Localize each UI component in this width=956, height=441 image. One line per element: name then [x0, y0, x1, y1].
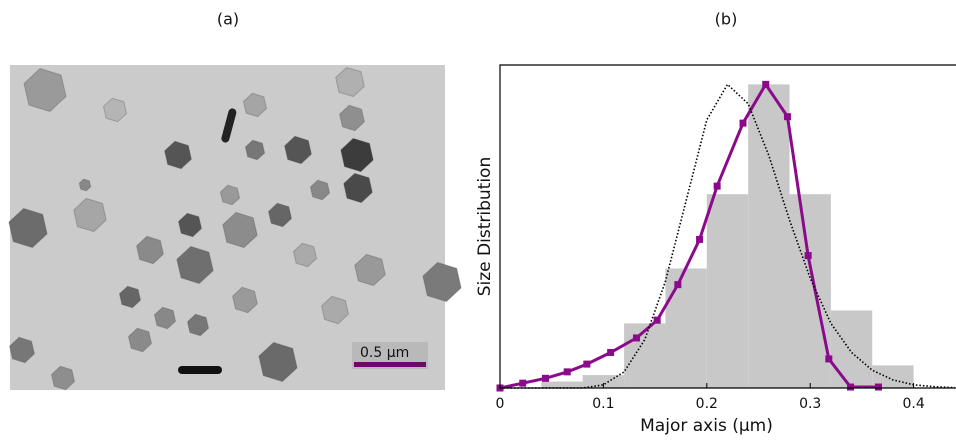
- plot: 0 0.1 0.2 0.3 0.4 Major axis (µm) Size Distrib…: [475, 65, 956, 436]
- marker: [542, 375, 549, 382]
- x-tick-label: 0.3: [799, 396, 821, 412]
- histogram-bar: [624, 323, 665, 388]
- panel-label: (b): [715, 10, 738, 29]
- histogram-bar: [790, 194, 831, 388]
- x-tick-label: 0.1: [592, 396, 614, 412]
- marker: [805, 252, 812, 259]
- x-tick-label: 0.4: [902, 396, 924, 412]
- marker: [564, 368, 571, 375]
- scale-bar-label: 0.5 µm: [360, 345, 409, 361]
- y-axis-label: Size Distribution: [475, 157, 495, 296]
- marker: [654, 317, 661, 324]
- marker: [583, 361, 590, 368]
- x-axis-label: Major axis (µm): [640, 416, 773, 436]
- marker: [696, 236, 703, 243]
- marker: [847, 384, 854, 391]
- marker: [825, 355, 832, 362]
- marker: [875, 384, 882, 391]
- marker: [674, 281, 681, 288]
- histogram-bar: [831, 310, 872, 388]
- panel-label: (a): [217, 10, 239, 29]
- marker: [519, 380, 526, 387]
- scale-bar: [354, 362, 426, 367]
- marker: [739, 120, 746, 127]
- figure: (a) (b) 0.5 µm 0 0.1 0.2 0.3 0.4 Major axis (…: [0, 0, 956, 437]
- marker: [762, 81, 769, 88]
- histogram-bar: [707, 194, 748, 388]
- rod: [178, 366, 222, 374]
- x-tick-label: 0.2: [696, 396, 718, 412]
- marker: [633, 334, 640, 341]
- marker: [784, 113, 791, 120]
- histogram-bar: [665, 268, 706, 388]
- micrograph: [9, 65, 461, 390]
- marker: [714, 183, 721, 190]
- x-tick-label: 0: [496, 396, 505, 412]
- histogram-bar: [748, 84, 789, 388]
- histogram-bar: [541, 382, 582, 388]
- marker: [607, 349, 614, 356]
